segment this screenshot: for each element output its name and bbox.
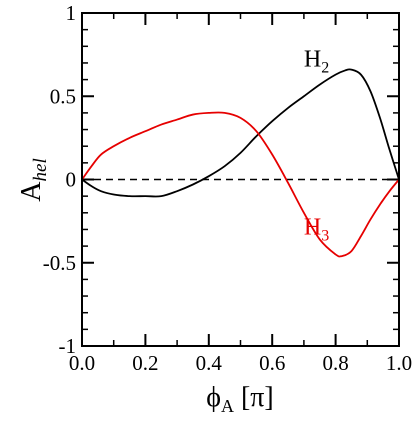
series-line-h2 xyxy=(82,68,399,198)
plot-frame xyxy=(81,12,400,347)
series-label-h2-sub: 2 xyxy=(321,59,329,76)
x-axis-label-main: ϕ xyxy=(206,382,221,413)
x-tick-label: 1.0 xyxy=(386,351,412,375)
tick-labels: 0.0 0.2 0.4 0.6 0.8 1.0 -1 -0.5 0 0.5 1 xyxy=(43,1,412,375)
y-axis-label: Ahel xyxy=(16,158,51,201)
x-tick-label: 0.2 xyxy=(132,351,158,375)
y-axis-label-main: A xyxy=(16,181,47,202)
x-axis-label-rest: [π] xyxy=(234,382,274,413)
x-tick-label: 0.0 xyxy=(69,351,95,375)
series-label-h3-main: H xyxy=(304,214,321,240)
y-axis-label-sub: hel xyxy=(30,158,51,181)
y-tick-label: 1 xyxy=(66,1,77,25)
y-tick-label: -1 xyxy=(59,334,77,358)
series-group xyxy=(82,68,399,258)
x-axis-label: ϕA [π] xyxy=(206,382,274,416)
series-label-h2: H2 xyxy=(304,46,329,76)
x-tick-label: 0.6 xyxy=(259,351,285,375)
series-line-h3 xyxy=(82,111,399,258)
series-label-h2-main: H xyxy=(304,46,321,72)
y-tick-label: 0 xyxy=(66,168,77,192)
series-label-h3-sub: 3 xyxy=(321,227,329,244)
y-tick-label: 0.5 xyxy=(50,84,76,108)
x-tick-label: 0.8 xyxy=(322,351,348,375)
x-tick-label: 0.4 xyxy=(196,351,223,375)
x-axis-label-sub: A xyxy=(221,396,234,416)
series-label-h3: H3 xyxy=(304,214,329,244)
y-tick-label: -0.5 xyxy=(43,251,76,275)
